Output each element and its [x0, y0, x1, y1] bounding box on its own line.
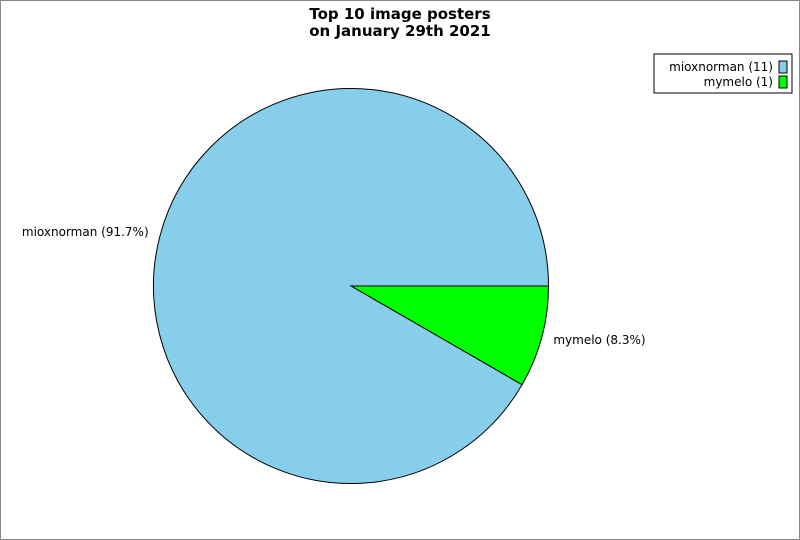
legend: mioxnorman (11)mymelo (1): [653, 53, 793, 94]
chart-title-line-1: Top 10 image posters: [309, 5, 490, 23]
pie-slice-mymelo: [349, 285, 550, 386]
chart-title-line-2: on January 29th 2021: [309, 22, 490, 40]
pie-slice-mioxnorman: [153, 88, 550, 484]
legend-swatch-mioxnorman: [778, 60, 788, 74]
legend-label-mioxnorman: mioxnorman (11): [669, 60, 773, 74]
legend-swatch-mymelo: [778, 75, 788, 89]
legend-label-mymelo: mymelo (1): [704, 75, 773, 89]
slice-label-mymelo: mymelo (8.3%): [553, 333, 645, 347]
slice-label-mioxnorman: mioxnorman (91.7%): [22, 225, 149, 239]
legend-box: [653, 53, 793, 94]
